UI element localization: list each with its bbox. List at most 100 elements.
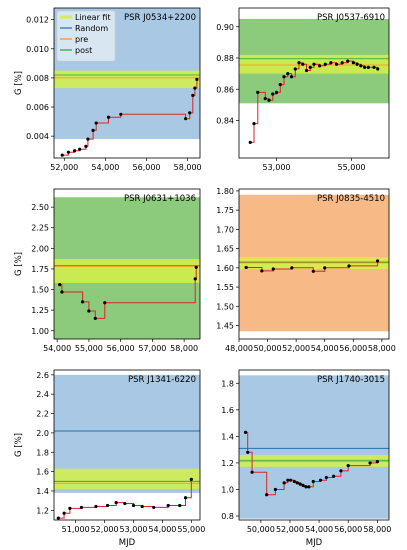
panel-2-ytick-label-5: 2.25 xyxy=(31,224,49,233)
panel-2-plot-area xyxy=(54,197,200,339)
panel-3-data-point-1 xyxy=(260,269,264,273)
panel-2-data-point-4 xyxy=(93,316,97,320)
panel-2-xtick-label-4: 58,000 xyxy=(170,344,198,353)
panel-3-xtick-label-5: 58,000 xyxy=(368,344,396,353)
panel-0-data-point-6 xyxy=(91,128,95,132)
panel-3-xtick-label-3: 54,000 xyxy=(311,344,339,353)
panel-2-xtick-label-0: 54,000 xyxy=(43,344,71,353)
panel-4-data-point-14 xyxy=(189,477,193,481)
panel-4-data-point-13 xyxy=(183,496,188,500)
panel-1-data-point-22 xyxy=(346,59,350,63)
panel-5-ytick-label-2: 1.2 xyxy=(221,459,234,468)
panel-4-data-point-11 xyxy=(166,503,170,508)
panel-4-ytick-label-1: 1.4 xyxy=(36,487,49,496)
panel-5-ytick-label-4: 1.6 xyxy=(221,406,234,415)
panel-4-data-point-3 xyxy=(79,505,84,510)
panel-5-data-point-18 xyxy=(339,469,343,473)
panel-4-fit-band xyxy=(54,468,200,490)
panel-3-ytick-label-4: 1.65 xyxy=(216,245,234,254)
panel-0-ytick-label-1: 0.006 xyxy=(26,103,49,112)
panel-1-data-point-0 xyxy=(248,140,252,144)
panel-2-data-point-2 xyxy=(80,300,85,304)
panel-4-xlabel: MJD xyxy=(119,538,136,548)
panel-4-frame xyxy=(53,369,201,521)
panel-3-ytick-label-0: 1.45 xyxy=(216,322,234,331)
panel-1-data-point-3 xyxy=(263,97,267,101)
panel-4-data-point-5 xyxy=(105,503,110,508)
panel-3-ytick-label-7: 1.80 xyxy=(216,187,234,196)
panel-5-data-point-2 xyxy=(250,470,254,474)
panel-4-ytick-label-3: 1.8 xyxy=(36,448,49,457)
panel-4-data-point-1 xyxy=(62,511,66,515)
panel-3-ytick-label-3: 1.60 xyxy=(216,264,234,273)
panel-2-title: PSR J0631+1036 xyxy=(124,194,196,204)
panel-2-fit-band xyxy=(54,259,200,283)
panel-5-data-point-14 xyxy=(311,479,315,484)
panel-1-data-point-9 xyxy=(286,72,290,76)
panel-1-data-point-21 xyxy=(340,61,344,65)
panel-2-ytick-label-0: 1.00 xyxy=(31,327,49,336)
legend-label-random: Random xyxy=(75,24,108,33)
panel-1-data-point-20 xyxy=(334,62,339,66)
panel-0-data-point-8 xyxy=(106,115,111,119)
panel-2-ytick-label-6: 2.50 xyxy=(31,203,49,212)
panel-5-xtick-label-2: 54,000 xyxy=(305,525,333,534)
panel-5-xtick-label-1: 52,000 xyxy=(276,525,304,534)
panel-4-xtick-label-1: 52,000 xyxy=(91,525,119,534)
panel-1-data-point-6 xyxy=(274,90,279,94)
panel-0-data-point-3 xyxy=(78,147,82,151)
panel-2-data-point-7 xyxy=(194,265,198,269)
panel-4-data-point-8 xyxy=(131,503,136,508)
panel-5-plot-area xyxy=(239,375,389,519)
panel-0-data-point-0 xyxy=(60,153,64,157)
panel-4-ytick-label-6: 2.4 xyxy=(36,390,49,399)
panel-0-data-point-1 xyxy=(66,150,70,154)
panel-2-data-point-3 xyxy=(87,309,91,313)
panel-0-data-point-7 xyxy=(94,121,98,125)
panel-0-xtick-label-1: 54,000 xyxy=(91,163,119,172)
panel-5-data-point-11 xyxy=(301,483,305,488)
panel-2-xtick-label-1: 55,000 xyxy=(75,344,103,353)
panel-5-data-point-1 xyxy=(246,450,250,454)
panel-5-random-band xyxy=(239,375,389,519)
panel-1-ytick-label-3: 0.90 xyxy=(216,23,234,32)
legend-label-linear-fit: Linear fit xyxy=(75,13,111,22)
panel-4-ytick-label-0: 1.2 xyxy=(36,506,49,515)
panel-0-ylabel: G [%] xyxy=(14,71,24,95)
panel-0-data-point-9 xyxy=(119,112,123,116)
panel-3-ytick-label-5: 1.70 xyxy=(216,225,234,234)
panel-3-data-point-5 xyxy=(323,266,327,270)
panel-1-data-point-8 xyxy=(282,75,286,79)
panel-1-data-point-29 xyxy=(376,67,380,71)
panel-3-ytick-label-1: 1.50 xyxy=(216,302,234,311)
panel-1-ytick-label-2: 0.88 xyxy=(216,54,234,63)
panel-0-ytick-label-4: 0.012 xyxy=(26,16,49,25)
panel-0-ytick-label-2: 0.008 xyxy=(26,74,49,83)
panel-5-data-point-6 xyxy=(286,478,290,482)
panel-5-ytick-label-0: 0.8 xyxy=(221,512,234,521)
panel-1-data-point-11 xyxy=(293,67,297,71)
panel-0-ytick-label-3: 0.010 xyxy=(26,45,49,54)
panel-4-xtick-label-4: 55,000 xyxy=(177,525,205,534)
panel-4-data-point-7 xyxy=(123,501,127,506)
panel-5-ytick-label-3: 1.4 xyxy=(221,432,234,441)
panel-1-data-point-14 xyxy=(304,68,309,73)
panel-0-data-point-12 xyxy=(191,93,195,97)
panel-4-ylabel: G [%] xyxy=(14,433,24,457)
panel-5-data-point-20 xyxy=(368,461,372,465)
panel-3-data-point-3 xyxy=(290,266,294,270)
panel-1-data-point-28 xyxy=(372,65,376,69)
panel-5-data-point-8 xyxy=(292,479,296,484)
panel-5-data-point-3 xyxy=(265,493,269,497)
panel-0-data-point-4 xyxy=(84,144,88,148)
panel-1-data-point-5 xyxy=(271,92,275,96)
panel-4-ytick-label-5: 2.2 xyxy=(36,410,49,419)
panel-5-data-point-15 xyxy=(318,478,323,482)
panel-1-data-point-10 xyxy=(289,75,294,79)
panel-1-data-point-18 xyxy=(323,62,327,66)
panel-4-ytick-label-2: 1.6 xyxy=(36,468,49,477)
panel-4-xtick-label-2: 53,000 xyxy=(120,525,148,534)
panel-5: 50,000 52,000 54,000 56,000 58,000 0.8 1.0 1.2 1… xyxy=(221,369,391,548)
panel-5-fit-band xyxy=(239,454,389,467)
panel-5-title: PSR J1740-3015 xyxy=(317,375,385,385)
